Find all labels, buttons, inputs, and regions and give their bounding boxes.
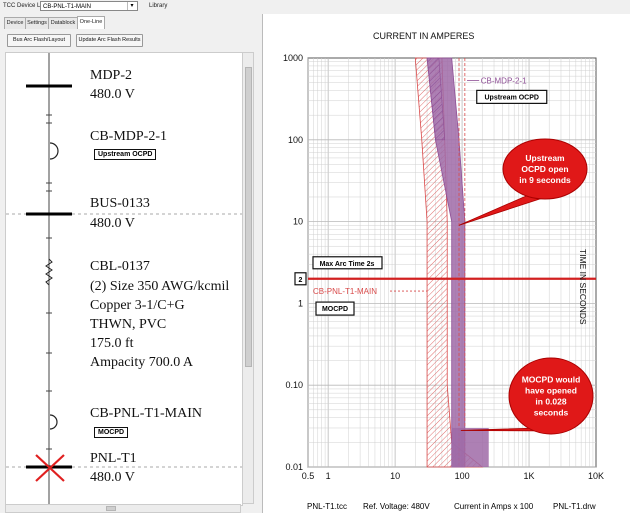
upstream-callout-bubble	[502, 138, 588, 200]
y-tick-label: 100	[288, 135, 303, 145]
mocpd-curve-label: CB-PNL-T1-MAIN	[313, 287, 377, 296]
pnl-name: PNL-T1	[90, 451, 137, 466]
breaker-symbol	[49, 414, 58, 430]
y-tick-label: 0.10	[285, 380, 303, 390]
footer-file: PNL-T1.tcc	[307, 502, 348, 511]
x-tick-label: 10	[390, 471, 400, 481]
cb-pnl-name: CB-PNL-T1-MAIN	[90, 406, 202, 421]
bus-arc-flash-button[interactable]: Bus Arc Flash/Layout	[7, 34, 71, 47]
upstream-ocpd-tag: Upstream OCPD	[94, 149, 157, 160]
arc-time-marker: 2	[299, 277, 303, 284]
upstream-curve-tail	[451, 427, 489, 467]
y-tick-label: 1	[298, 298, 303, 308]
footer-current-scale: Current in Amps x 100	[454, 502, 534, 511]
device-list-select[interactable]: CB-PNL-T1-MAIN ▾	[40, 1, 138, 11]
vertical-scrollbar[interactable]	[242, 52, 254, 504]
mocpd-tag-box	[315, 301, 355, 316]
bus-name: BUS-0133	[90, 196, 150, 211]
cable-name: CBL-0137	[90, 259, 150, 274]
footer-ref-voltage: Ref. Voltage: 480V	[363, 502, 430, 511]
one-line-diagram: MDP-2 480.0 V CB-MDP-2-1 Upstream OCPD B…	[5, 52, 243, 506]
scroll-thumb[interactable]	[245, 67, 252, 367]
one-line-graphics	[6, 53, 242, 505]
pnl-voltage: 480.0 V	[90, 470, 135, 485]
chart-title: CURRENT IN AMPERES	[373, 31, 475, 41]
tab-one-line[interactable]: One-Line	[77, 16, 105, 29]
device-list-value: CB-PNL-T1-MAIN	[43, 4, 92, 10]
y-tick-label: 0.01	[285, 462, 303, 472]
y-tick-label: 10	[293, 217, 303, 227]
mocpd-callout-line: seconds	[534, 408, 569, 418]
device-list-label: TCC Device List	[3, 3, 47, 9]
upstream-callout-line: OCPD open	[521, 164, 568, 174]
x-tick-label: 1K	[524, 471, 535, 481]
mocpd-tag: MOCPD	[322, 306, 348, 313]
upstream-tag: Upstream OCPD	[485, 94, 539, 101]
arc-time-label-box	[312, 256, 383, 270]
arc-time-marker-box	[294, 272, 307, 286]
horizontal-scrollbar[interactable]	[5, 504, 241, 513]
mdp-name: MDP-2	[90, 68, 133, 83]
x-tick-label: 0.5	[302, 471, 315, 481]
chevron-down-icon[interactable]: ▾	[127, 2, 136, 10]
cable-insulation: THWN, PVC	[90, 317, 167, 332]
cb-mdp-name: CB-MDP-2-1	[90, 129, 168, 144]
cable-symbol	[45, 258, 53, 286]
mocpd-callout-bubble	[508, 357, 594, 435]
library-label[interactable]: Library	[149, 3, 168, 9]
breaker-symbol	[49, 142, 59, 160]
cable-material: Copper 3-1/C+G	[90, 298, 185, 313]
upstream-callout-line: in 9 seconds	[519, 175, 571, 185]
x-tick-label: 100	[455, 471, 470, 481]
bus-voltage: 480.0 V	[90, 216, 135, 231]
tcc-chart[interactable]: 0.5 1 10 100 1K 10K 0.01 0.10 1 10 100 1000 2 Max Ar…	[263, 14, 630, 513]
upstream-curve-label: CB-MDP-2-1	[481, 77, 527, 86]
mocpd-callout-line: in 0.028	[535, 397, 566, 407]
top-toolbar: TCC Device List CB-PNL-T1-MAIN ▾ Library	[0, 0, 630, 15]
x-tick-label: 1	[326, 471, 331, 481]
tab-device[interactable]: Device	[4, 17, 26, 29]
arc-time-label: Max Arc Time 2s	[320, 261, 375, 268]
tab-datablock[interactable]: Datablock	[48, 17, 78, 29]
mdp-voltage: 480.0 V	[90, 87, 135, 102]
footer-drawing: PNL-T1.drw	[553, 502, 596, 511]
mocpd-callout-line: have opened	[525, 386, 577, 396]
update-arc-flash-button[interactable]: Update Arc Flash Results	[76, 34, 143, 47]
left-panel: Device Settings Datablock One-Line Bus A…	[0, 14, 263, 513]
cable-ampacity: Ampacity 700.0 A	[90, 355, 194, 370]
tab-settings[interactable]: Settings	[25, 17, 49, 29]
y-tick-label: 1000	[283, 53, 303, 63]
mocpd-tag: MOCPD	[94, 427, 129, 438]
upstream-callout-line: Upstream	[525, 153, 565, 163]
cable-size: (2) Size 350 AWG/kcmil	[90, 279, 230, 294]
y-axis-label: TIME IN SECONDS	[578, 249, 588, 325]
upstream-tag-box	[476, 89, 548, 104]
tcc-panel: 0.5 1 10 100 1K 10K 0.01 0.10 1 10 100 1000 2 Max Ar…	[263, 14, 630, 513]
x-tick-label: 10K	[588, 471, 604, 481]
fault-x-icon	[35, 454, 65, 482]
mocpd-callout-line: MOCPD would	[522, 375, 581, 385]
upstream-hatch	[426, 57, 446, 141]
cable-length: 175.0 ft	[90, 336, 134, 351]
scroll-thumb[interactable]	[106, 506, 116, 511]
